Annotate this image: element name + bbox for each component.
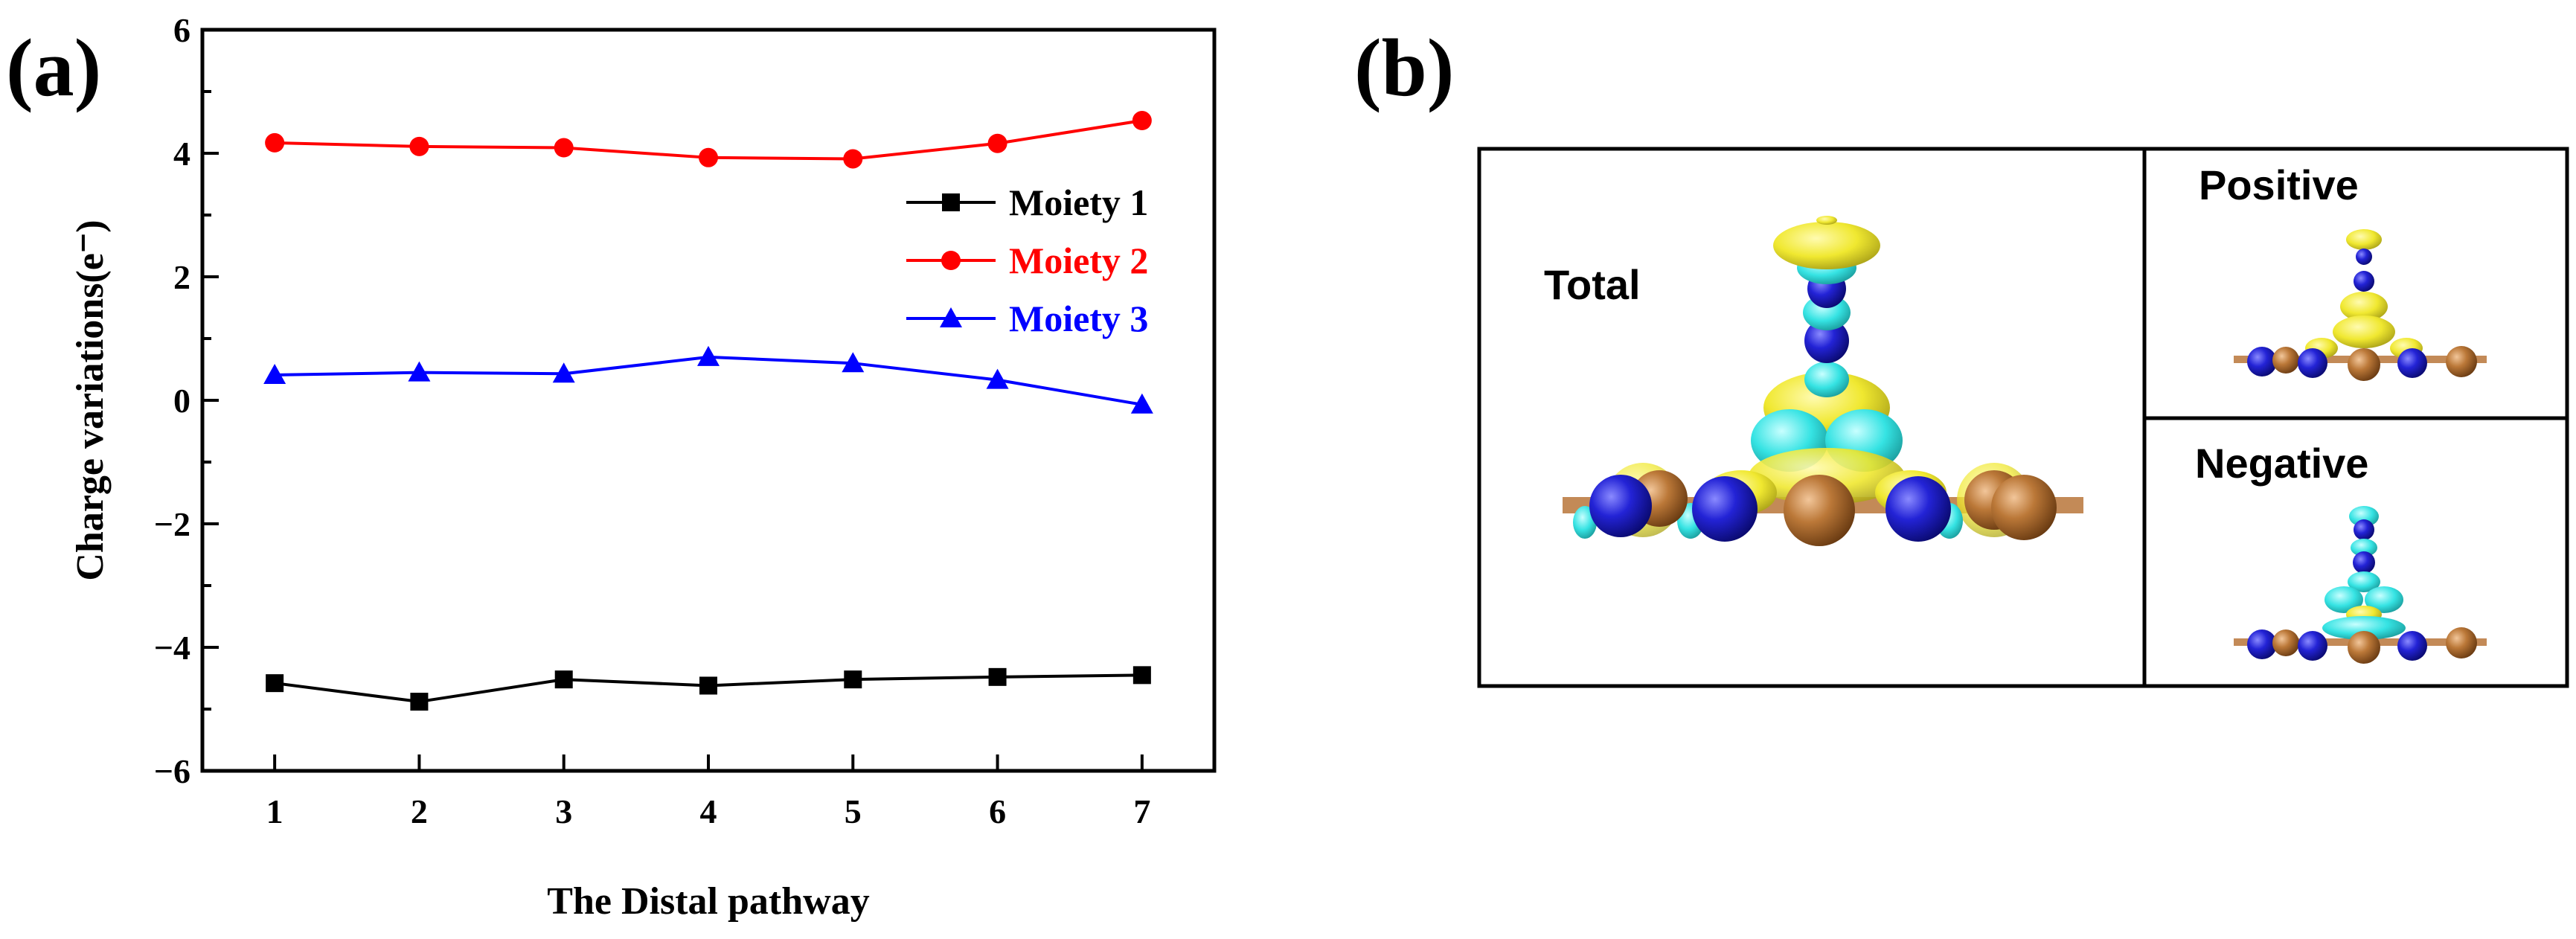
x-axis-ticks: 1 2 3 4 5 6 7: [266, 754, 1150, 830]
x-tick-label: 5: [845, 792, 862, 830]
panel-a-label: (a): [6, 22, 101, 113]
nitrogen-atom: [2397, 631, 2427, 661]
legend-item: Moiety 3: [906, 298, 1148, 339]
data-point: [986, 368, 1009, 389]
isosurface-cyan: [2351, 539, 2377, 557]
nitrogen-atom: [2353, 551, 2375, 574]
data-point: [554, 138, 574, 158]
nitrogen-atom: [1589, 475, 1652, 537]
data-point: [1132, 111, 1152, 131]
isosurface-yellow: [1773, 222, 1880, 269]
data-point: [697, 345, 720, 366]
negative-charge-density-image: [2234, 506, 2487, 664]
data-point: [263, 363, 286, 384]
y-tick-label: 2: [173, 258, 190, 296]
data-point: [842, 352, 865, 373]
y-tick-label: 4: [173, 135, 190, 173]
isosurface-cyan: [2348, 571, 2380, 592]
legend-item: Moiety 2: [906, 240, 1148, 281]
y-tick-label: 6: [173, 11, 190, 49]
data-point: [408, 361, 431, 382]
nitrogen-atom: [2247, 629, 2277, 659]
nitrogen-atom: [2356, 249, 2372, 265]
data-point: [988, 667, 1007, 686]
x-tick-label: 2: [411, 792, 428, 830]
nitrogen-atom: [2247, 347, 2277, 376]
metal-atom: [2348, 348, 2380, 381]
metal-atom: [2348, 631, 2380, 664]
chart-legend: Moiety 1 Moiety 2 Moiety 3: [906, 182, 1148, 339]
charge-density-panel: Total Positive Negative: [1477, 147, 2569, 688]
isosurface-cyan: [2322, 616, 2406, 640]
isosurface-yellow: [2340, 292, 2388, 321]
x-tick-label: 1: [266, 792, 283, 830]
legend-item: Moiety 1: [906, 182, 1148, 223]
panel-b-label: (b): [1354, 22, 1454, 113]
total-charge-density-image: [1563, 216, 2083, 546]
metal-atom: [2446, 627, 2477, 658]
nitrogen-atom: [1885, 476, 1951, 542]
series-moiety-3: [263, 345, 1153, 414]
positive-charge-density-image: [2234, 229, 2487, 381]
y-tick-label: −6: [154, 752, 190, 790]
legend-marker: [941, 251, 961, 270]
x-tick-label: 7: [1133, 792, 1150, 830]
legend-label: Moiety 3: [1009, 298, 1148, 339]
nitrogen-atom: [2397, 348, 2427, 378]
series-moiety-1: [266, 666, 1151, 711]
legend-label: Moiety 1: [1009, 182, 1148, 223]
y-axis-title: Charge variations(e⁻): [69, 219, 112, 580]
isosurface-cyan: [2349, 506, 2379, 527]
series-layer: [263, 111, 1153, 711]
data-point: [409, 136, 429, 156]
data-point: [699, 676, 717, 695]
nitrogen-atom: [1804, 318, 1849, 363]
plot-frame: [200, 28, 1217, 773]
legend-marker: [942, 193, 960, 211]
nitrogen-atom: [2354, 519, 2374, 540]
isosurface-cyan: [2365, 586, 2403, 613]
data-point: [699, 147, 718, 167]
data-point: [554, 670, 573, 689]
data-point: [987, 133, 1007, 153]
y-tick-label: −4: [154, 629, 190, 667]
x-axis-title: The Distal pathway: [547, 880, 869, 923]
metal-atom: [2446, 346, 2477, 377]
nitrogen-atom: [2298, 631, 2327, 661]
data-point: [552, 362, 575, 383]
nitrogen-atom: [2354, 271, 2374, 292]
y-tick-label: 0: [173, 382, 190, 420]
data-point: [1132, 666, 1151, 685]
negative-label: Negative: [2195, 440, 2368, 487]
total-label: Total: [1544, 261, 1641, 308]
line-chart: −6 −4 −2 0 2 4 6 1 2 3 4 5 6 7 The Distal pathway Ch…: [69, 11, 1217, 923]
y-axis-ticks: −6 −4 −2 0 2 4 6: [154, 11, 219, 790]
x-tick-label: 6: [989, 792, 1006, 830]
isosurface-yellow: [2333, 315, 2395, 348]
nitrogen-atom: [1692, 476, 1758, 542]
legend-label: Moiety 2: [1009, 240, 1148, 281]
isosurface-cyan: [1804, 362, 1849, 397]
metal-atom: [1784, 475, 1855, 546]
data-point: [410, 693, 429, 711]
isosurface-yellow: [1816, 216, 1837, 225]
legend-marker: [940, 307, 962, 327]
data-point: [265, 132, 285, 153]
isosurface-cyan: [2325, 586, 2363, 613]
nitrogen-atom: [2298, 348, 2327, 378]
x-tick-label: 3: [555, 792, 572, 830]
metal-atom: [2272, 347, 2299, 374]
data-point: [266, 674, 284, 693]
y-tick-label: −2: [154, 505, 190, 543]
isosurface-yellow: [2346, 229, 2382, 250]
positive-label: Positive: [2199, 161, 2359, 208]
data-point: [1130, 393, 1153, 414]
metal-atom: [1991, 475, 2057, 540]
series-moiety-2: [265, 111, 1152, 169]
metal-atom: [2272, 629, 2299, 656]
data-point: [844, 670, 862, 689]
data-point: [843, 149, 863, 169]
x-tick-label: 4: [700, 792, 717, 830]
